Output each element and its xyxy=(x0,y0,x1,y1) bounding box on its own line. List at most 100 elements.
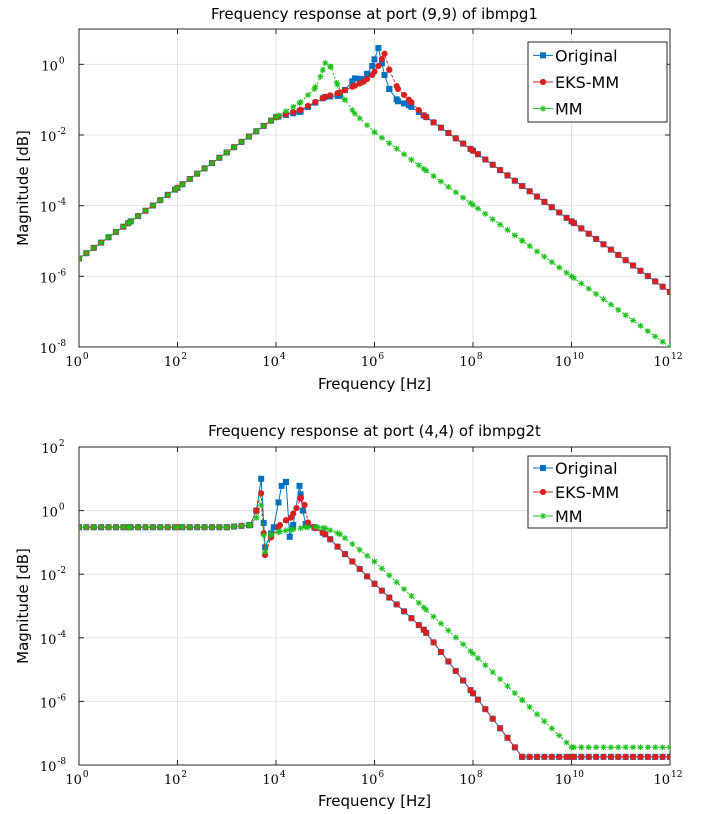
marker-mm-51 xyxy=(452,634,459,641)
marker-mm-5 xyxy=(112,524,119,531)
marker-mm-5 xyxy=(112,228,119,235)
marker-mm-54 xyxy=(474,205,481,212)
marker-mm-53 xyxy=(467,648,474,655)
marker-eks-mm-61 xyxy=(526,188,533,195)
chart-title: Frequency response at port (9,9) of ibmp… xyxy=(211,5,538,23)
marker-eks-mm-pt20 xyxy=(469,690,477,697)
legend: Original EKS-MM MM xyxy=(527,455,668,529)
marker-mm-45 xyxy=(408,592,415,599)
marker-mm-pt0 xyxy=(79,524,82,531)
legend: Original EKS-MM MM xyxy=(527,41,668,123)
marker-mm-48 xyxy=(430,613,437,620)
marker-mm-19 xyxy=(216,524,223,531)
marker-mm-59 xyxy=(511,232,518,239)
marker-mm-14 xyxy=(179,524,186,531)
marker-mm-79 xyxy=(659,338,666,345)
marker-mm-54 xyxy=(474,655,481,662)
marker-mm-21 xyxy=(231,144,238,151)
marker-mm-pt10 xyxy=(287,526,294,533)
marker-mm-pt18 xyxy=(667,344,670,347)
series-layer xyxy=(79,44,670,347)
marker-mm-8 xyxy=(135,213,142,220)
marker-eks-mm-pt14 xyxy=(394,85,402,93)
marker-eks-mm-54 xyxy=(474,696,482,703)
marker-mm-34 xyxy=(327,527,334,534)
marker-eks-mm-pt21 xyxy=(519,753,526,760)
marker-eks-mm-pt11 xyxy=(287,514,294,521)
chart-title: Frequency response at port (4,4) of ibmp… xyxy=(208,422,541,440)
marker-eks-mm-78 xyxy=(652,278,659,285)
marker-original-pt14 xyxy=(299,507,306,514)
marker-original-pt10 xyxy=(283,478,290,485)
marker-eks-mm-44 xyxy=(400,608,408,615)
marker-mm-28 xyxy=(282,527,289,534)
marker-mm-33 xyxy=(319,66,326,73)
marker-mm-pt11 xyxy=(302,524,309,531)
marker-legend-eks-mm-0 xyxy=(539,78,547,86)
marker-eks-mm-56 xyxy=(489,161,496,168)
marker-eks-mm-pt6 xyxy=(322,93,329,100)
marker-eks-mm-36 xyxy=(341,87,349,94)
marker-mm-76 xyxy=(637,744,644,751)
marker-eks-mm-59 xyxy=(511,744,518,751)
marker-mm-15 xyxy=(186,175,193,182)
marker-mm-pt16 xyxy=(519,237,526,244)
marker-mm-75 xyxy=(630,317,637,324)
marker-eks-mm-34 xyxy=(327,92,334,99)
marker-mm-pt18 xyxy=(519,697,526,704)
marker-eks-mm-79 xyxy=(659,283,666,290)
marker-mm-68 xyxy=(578,744,585,751)
marker-eks-mm-pt5 xyxy=(296,107,303,114)
marker-mm-25 xyxy=(260,532,267,539)
x-tick-label-5: 1010 xyxy=(555,770,584,788)
marker-mm-17 xyxy=(201,165,208,172)
marker-mm-63 xyxy=(541,718,548,725)
marker-mm-pt2 xyxy=(174,524,181,531)
marker-mm-pt13 xyxy=(371,129,378,136)
marker-eks-mm-pt19 xyxy=(420,626,427,633)
marker-eks-mm-78 xyxy=(652,753,659,760)
chart-port-9-9-ibmpg1: 100 102 104 106 108 1010 1012 10-8 10-6 10-4 10-2 1… xyxy=(14,5,683,393)
marker-mm-pt10 xyxy=(333,79,340,86)
marker-mm-pt6 xyxy=(311,86,318,93)
marker-mm-71 xyxy=(600,744,607,751)
y-axis-label: Magnitude [dB] xyxy=(14,548,32,664)
marker-eks-mm-70 xyxy=(593,753,600,760)
marker-mm-1 xyxy=(83,250,90,257)
marker-mm-37 xyxy=(349,540,356,547)
marker-eks-mm-pt19 xyxy=(568,218,575,225)
marker-mm-38 xyxy=(356,115,363,122)
marker-mm-42 xyxy=(386,572,393,579)
marker-eks-mm-76 xyxy=(637,267,644,274)
marker-eks-mm-37 xyxy=(349,558,356,565)
marker-eks-mm-pt10 xyxy=(282,517,290,524)
marker-mm-70 xyxy=(593,291,600,297)
x-tick-label-3: 106 xyxy=(361,770,385,788)
marker-mm-12 xyxy=(164,524,171,531)
marker-mm-58 xyxy=(504,226,511,233)
marker-eks-mm-pt9 xyxy=(360,78,367,85)
marker-mm-pt12 xyxy=(351,110,358,117)
marker-mm-35 xyxy=(334,81,341,88)
marker-eks-mm-55 xyxy=(482,156,489,163)
marker-mm-46 xyxy=(415,162,422,169)
marker-mm-37 xyxy=(349,107,356,114)
marker-mm-11 xyxy=(157,524,164,531)
y-tick-label-5: 102 xyxy=(41,439,64,457)
marker-mm-75 xyxy=(630,744,637,751)
y-tick-label-3: 10-2 xyxy=(40,566,66,584)
marker-mm-18 xyxy=(208,160,215,167)
marker-mm-68 xyxy=(578,280,585,287)
marker-eks-mm-42 xyxy=(386,594,393,601)
marker-mm-21 xyxy=(231,523,238,530)
x-tick-label-0: 100 xyxy=(65,352,89,370)
marker-eks-mm-59 xyxy=(511,177,518,184)
marker-original-pt9 xyxy=(278,482,285,489)
marker-mm-pt1 xyxy=(125,220,132,227)
marker-eks-mm-29 xyxy=(290,109,297,116)
marker-mm-pt4 xyxy=(273,114,279,121)
marker-mm-pt7 xyxy=(317,73,324,80)
marker-original-pt8 xyxy=(351,75,358,82)
marker-mm-74 xyxy=(622,312,629,319)
marker-mm-pt0 xyxy=(79,255,82,262)
